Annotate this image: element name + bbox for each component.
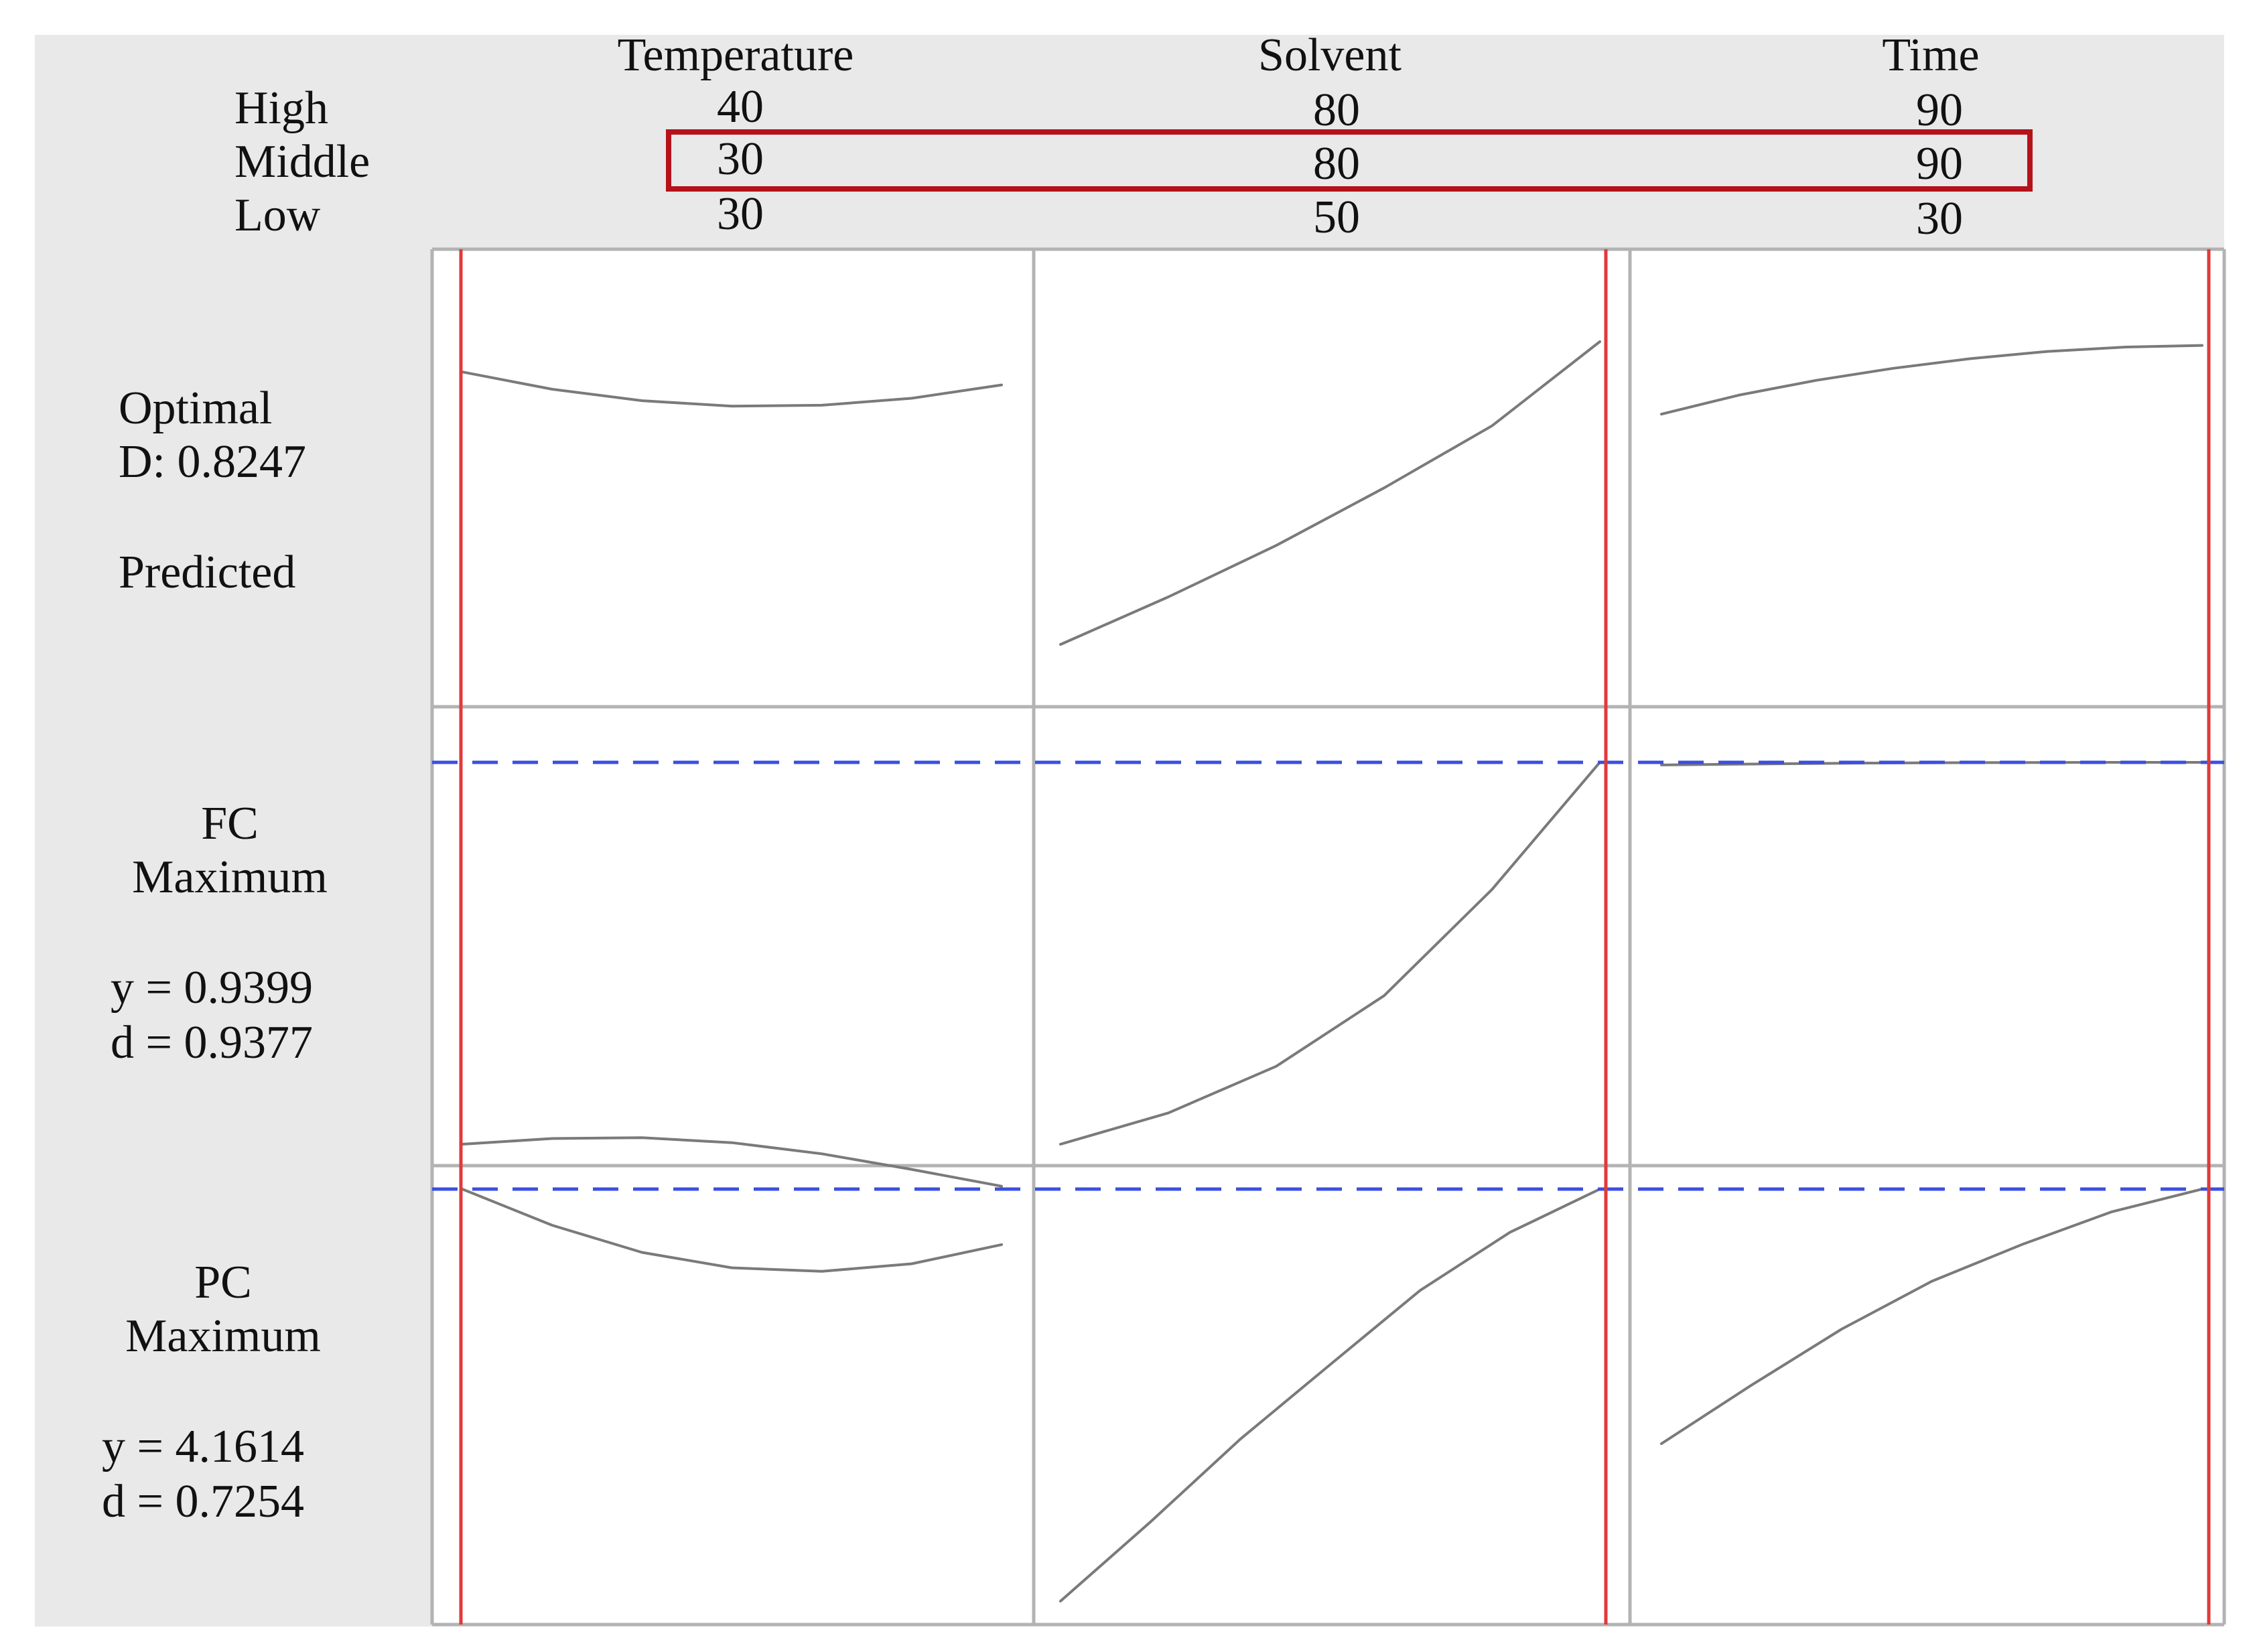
- pc-predicted-y: y = 4.1614: [102, 1421, 304, 1472]
- setting-row-middle: Middle: [234, 136, 370, 188]
- solvent-current-value: 80: [1313, 138, 1360, 190]
- temperature-current-value: 30: [717, 133, 764, 185]
- setting-row-low: Low: [234, 190, 321, 241]
- time-low-value: 30: [1916, 193, 1963, 245]
- pc-desirability: d = 0.7254: [102, 1476, 304, 1527]
- fc-response-name: FC: [201, 798, 259, 849]
- temperature-low-value: 30: [717, 188, 764, 240]
- pc-goal: Maximum: [125, 1310, 321, 1362]
- response-curve-r2-c0: [461, 1188, 1003, 1273]
- solvent-low-value: 50: [1313, 192, 1360, 243]
- time-current-value: 90: [1916, 138, 1963, 190]
- pc-response-name: PC: [194, 1257, 252, 1308]
- factor-name-time: Time: [1882, 29, 1980, 81]
- response-curve-r1-c0: [461, 1136, 1003, 1188]
- response-curve-r0-c0: [461, 370, 1003, 408]
- current-settings-highlight: [666, 129, 2033, 192]
- composite-desirability: D: 0.8247: [119, 436, 306, 488]
- factor-name-solvent: Solvent: [1258, 29, 1402, 81]
- response-curve-r0-c1: [1059, 340, 1601, 646]
- response-curve-r2-c1: [1059, 1188, 1601, 1602]
- factor-name-temperature: Temperature: [617, 29, 854, 81]
- setting-row-high: High: [234, 82, 328, 134]
- fc-goal: Maximum: [132, 851, 328, 903]
- response-curve-r1-c1: [1059, 761, 1601, 1146]
- predicted-label: Predicted: [119, 547, 296, 598]
- fc-desirability: d = 0.9377: [111, 1017, 313, 1069]
- fc-predicted-y: y = 0.9399: [111, 962, 313, 1014]
- solvent-high-value: 80: [1313, 84, 1360, 136]
- plot-area: [432, 249, 2224, 1625]
- response-curve-r0-c2: [1660, 344, 2203, 416]
- optimal-label: Optimal: [119, 383, 273, 434]
- response-curve-r2-c2: [1660, 1188, 2203, 1445]
- temperature-high-value: 40: [717, 81, 764, 133]
- time-high-value: 90: [1916, 84, 1963, 136]
